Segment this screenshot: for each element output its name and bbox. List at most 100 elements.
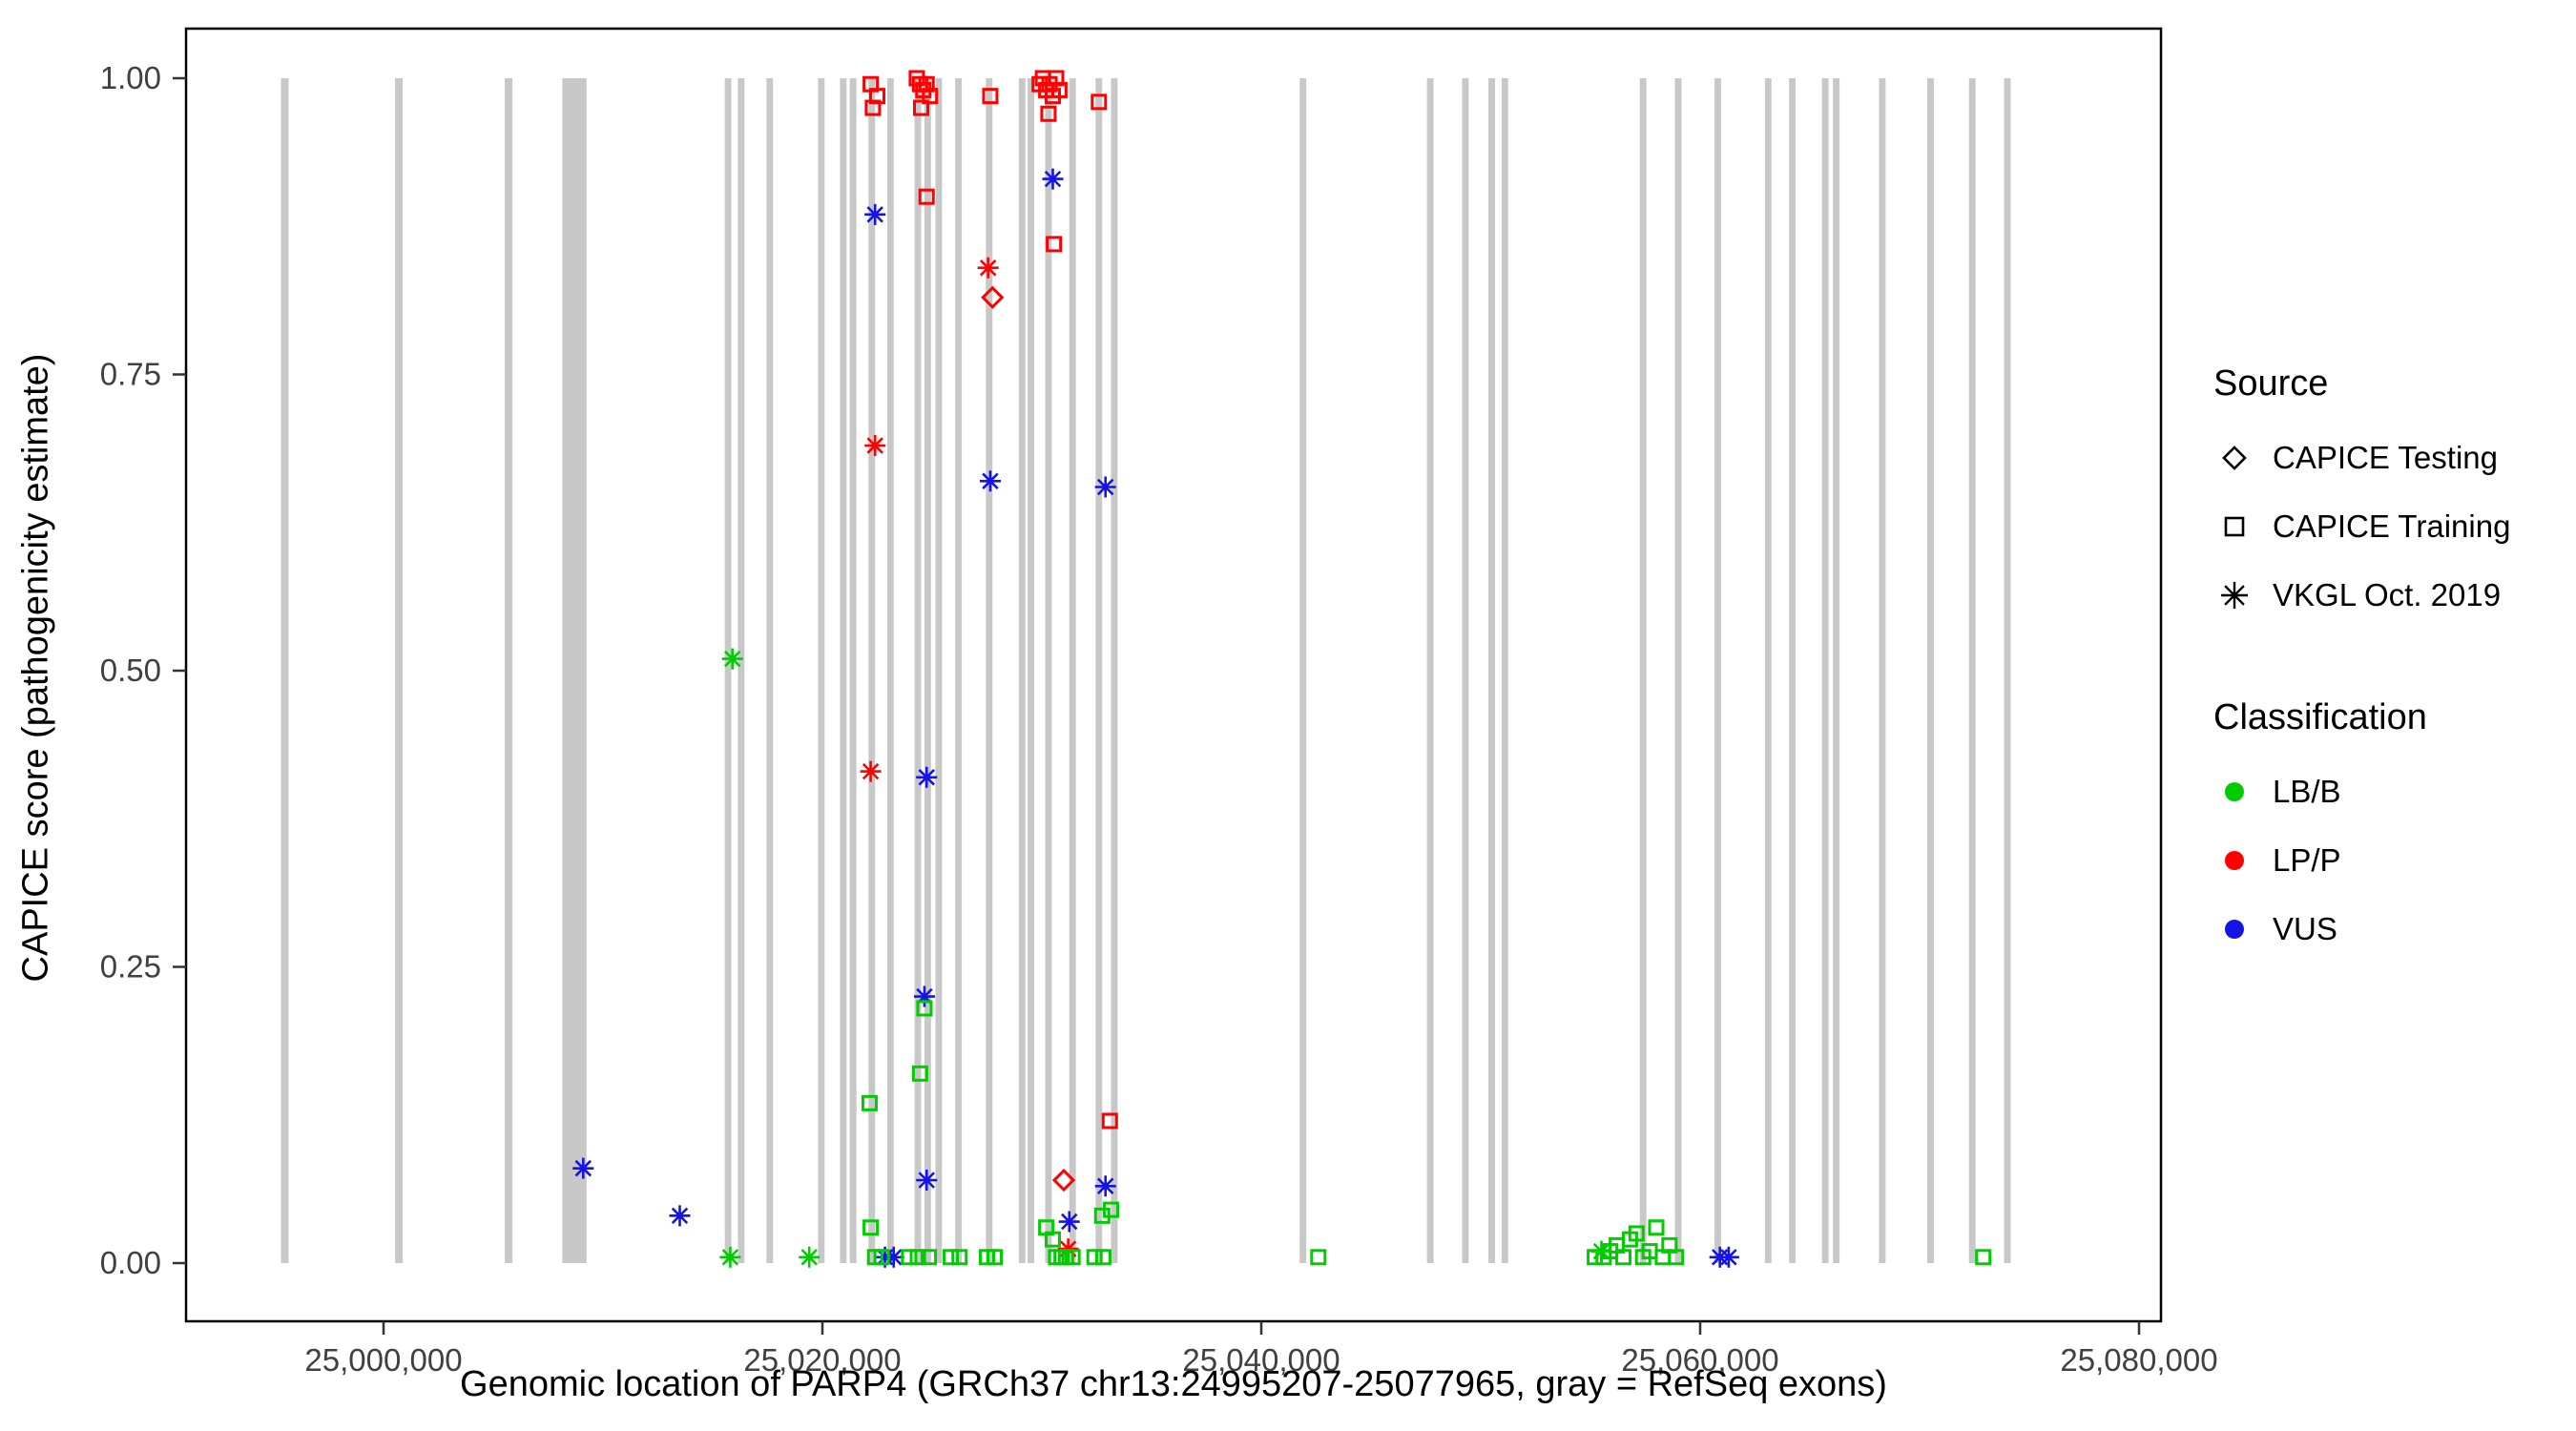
exon-bar	[1111, 78, 1118, 1263]
data-point	[1040, 105, 1057, 122]
exon-bar	[849, 78, 857, 1263]
data-point	[1050, 81, 1068, 98]
y-tick-label: 0.50	[100, 653, 161, 688]
x-tick-label: 25,020,000	[743, 1342, 901, 1378]
exon-bar	[1639, 78, 1647, 1263]
data-point	[864, 435, 886, 457]
data-point	[721, 648, 743, 670]
data-point	[916, 1000, 933, 1017]
data-point	[921, 1249, 938, 1266]
exon-bar	[1833, 78, 1840, 1263]
legend: Source CAPICE Testing CAPICE Training	[2213, 363, 2510, 964]
data-point	[1042, 168, 1064, 190]
x-tick-label: 25,040,000	[1182, 1342, 1340, 1378]
data-point	[1058, 1211, 1080, 1233]
legend-label: CAPICE Training	[2273, 508, 2511, 544]
data-point	[913, 985, 935, 1007]
data-point	[1064, 1249, 1081, 1266]
panel-border	[184, 27, 2163, 1323]
data-point	[981, 285, 1005, 309]
legend-label: VUS	[2273, 911, 2337, 946]
data-point	[1046, 236, 1063, 253]
x-tick-label: 25,060,000	[1621, 1342, 1778, 1378]
y-tick-label: 0.25	[100, 949, 161, 985]
exon-bar	[1462, 78, 1469, 1263]
exon-bar	[724, 78, 732, 1263]
legend-source-title: Source	[2213, 363, 2329, 404]
exon-bar	[1879, 78, 1886, 1263]
exon-bar	[1045, 78, 1052, 1263]
legend-item-capice-training: CAPICE Training	[2213, 492, 2510, 561]
data-point	[864, 99, 882, 116]
data-point	[951, 1249, 968, 1266]
legend-group-source: Source CAPICE Testing CAPICE Training	[2213, 363, 2510, 630]
exon-bar	[1095, 78, 1103, 1263]
asterisk-icon	[2213, 574, 2255, 616]
exon-bar	[924, 78, 931, 1263]
legend-spacer	[2213, 630, 2510, 696]
exon-bar	[1069, 78, 1076, 1263]
legend-classification-title: Classification	[2213, 697, 2427, 737]
legend-item-capice-testing: CAPICE Testing	[2213, 424, 2510, 492]
data-point	[918, 188, 935, 205]
exon-bar	[818, 78, 825, 1263]
data-point	[1975, 1249, 1992, 1266]
exon-bar	[886, 78, 894, 1263]
exon-bar	[840, 78, 847, 1263]
exon-bar	[1674, 78, 1682, 1263]
x-tick-label: 25,000,000	[304, 1342, 462, 1378]
x-tick-label: 25,080,000	[2060, 1342, 2217, 1378]
exon-bar	[280, 78, 289, 1263]
data-point	[1094, 1249, 1111, 1266]
y-axis-title: CAPICE score (pathogenicity estimate)	[15, 353, 56, 983]
red-dot-icon	[2213, 840, 2255, 881]
exon-bar	[914, 78, 922, 1263]
exon-bar	[737, 78, 745, 1263]
data-point	[977, 257, 999, 279]
exon-bar	[505, 78, 513, 1263]
exon-bar	[935, 78, 943, 1263]
legend-item-lbb: LB/B	[2213, 757, 2510, 826]
data-point	[1048, 70, 1065, 87]
legend-item-vus: VUS	[2213, 895, 2510, 964]
data-point	[1102, 1201, 1119, 1218]
exon-bar	[1299, 78, 1307, 1263]
exon-bar	[986, 78, 993, 1263]
exon-bar	[955, 78, 963, 1263]
data-point	[1717, 1246, 1739, 1268]
data-point	[1310, 1249, 1327, 1266]
data-point	[1101, 1112, 1118, 1130]
data-point	[799, 1246, 821, 1268]
data-point	[1615, 1249, 1631, 1266]
data-point	[1057, 1238, 1079, 1260]
data-point	[916, 766, 938, 788]
exon-bar	[2004, 78, 2011, 1263]
data-point	[918, 75, 935, 93]
legend-item-vkgl: VKGL Oct. 2019	[2213, 561, 2510, 630]
y-tick-label: 0.00	[100, 1245, 161, 1280]
data-point	[1648, 1219, 1665, 1236]
exon-bar	[1764, 78, 1772, 1263]
exon-bar	[395, 78, 404, 1263]
exon-bar	[1018, 78, 1026, 1263]
data-point	[922, 88, 939, 105]
data-point	[860, 760, 882, 782]
data-point	[982, 88, 999, 105]
data-point	[862, 1219, 880, 1236]
exon-bar	[1501, 78, 1508, 1263]
exon-bar	[1789, 78, 1797, 1263]
data-point	[1094, 1175, 1116, 1197]
legend-label: CAPICE Testing	[2273, 440, 2498, 475]
data-point	[1668, 1249, 1685, 1266]
y-tick-label: 1.00	[100, 60, 161, 95]
data-point	[1086, 1249, 1103, 1266]
legend-label: VKGL Oct. 2019	[2273, 577, 2502, 612]
data-point	[864, 203, 886, 225]
data-point	[1045, 1231, 1061, 1248]
y-tick-label: 0.75	[100, 357, 161, 392]
blue-dot-icon	[2213, 908, 2255, 950]
exon-bar	[1426, 78, 1434, 1263]
data-point	[1051, 1168, 1076, 1192]
